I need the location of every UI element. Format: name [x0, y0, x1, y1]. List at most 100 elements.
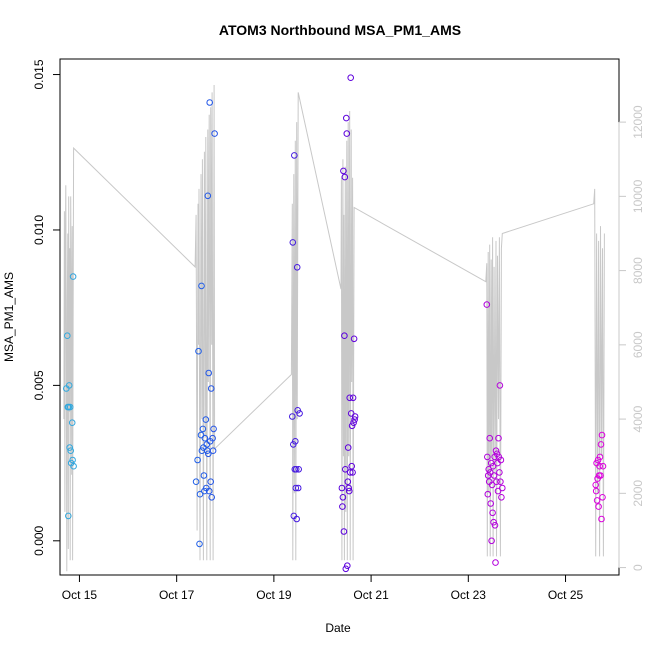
data-point — [592, 481, 600, 489]
data-point — [498, 494, 505, 501]
data-point — [70, 462, 77, 470]
data-point — [596, 462, 603, 470]
data-point — [293, 515, 301, 523]
data-point — [496, 382, 504, 389]
plot-frame — [59, 58, 620, 576]
x-tick-label: Oct 21 — [353, 588, 389, 602]
data-point — [350, 335, 358, 343]
x-tick-label: Oct 17 — [159, 588, 195, 602]
data-point — [489, 462, 497, 470]
data-point — [348, 462, 356, 470]
data-point — [488, 537, 495, 545]
data-point — [196, 490, 204, 498]
data-point — [491, 522, 499, 529]
data-point — [350, 419, 357, 427]
data-point — [68, 419, 76, 427]
x-tick-label: Oct 25 — [548, 588, 584, 602]
data-point — [483, 301, 491, 308]
data-point — [196, 540, 203, 548]
data-point — [342, 565, 350, 573]
data-point — [289, 239, 297, 246]
data-point — [492, 559, 499, 566]
data-point — [490, 472, 498, 479]
data-point — [208, 494, 215, 501]
data-point — [486, 434, 494, 442]
y2-tick-label: 2000 — [631, 480, 645, 507]
secondary-series-line — [63, 84, 605, 572]
data-point — [345, 487, 353, 495]
data-point — [485, 466, 493, 473]
y2-tick-label: 6000 — [631, 331, 645, 358]
data-point — [340, 528, 348, 535]
data-point — [295, 466, 303, 473]
data-point — [195, 347, 202, 355]
data-point — [211, 130, 218, 137]
data-point — [344, 562, 351, 570]
data-point — [209, 447, 217, 455]
data-point — [349, 394, 357, 402]
data-point — [487, 500, 495, 507]
data-point — [339, 503, 346, 510]
data-point — [200, 472, 208, 479]
data-point — [493, 478, 500, 486]
data-point — [344, 444, 352, 451]
y2-tick-label: 4000 — [631, 405, 645, 432]
data-point — [65, 512, 72, 520]
data-point — [497, 456, 505, 464]
y2-tick-label: 10000 — [631, 179, 645, 213]
data-point — [484, 490, 492, 498]
data-point — [64, 332, 71, 340]
data-point — [65, 382, 73, 389]
data-point — [205, 369, 212, 377]
y2-tick-label: 8000 — [631, 257, 645, 284]
data-point — [204, 192, 212, 200]
data-point — [490, 518, 497, 526]
data-point — [69, 273, 77, 280]
data-point — [67, 447, 74, 455]
data-point — [492, 447, 500, 455]
data-point — [343, 114, 350, 122]
data-point — [339, 494, 347, 501]
data-point — [341, 332, 348, 340]
data-point — [595, 503, 602, 510]
data-point — [342, 466, 349, 473]
data-point — [202, 416, 210, 423]
data-point — [596, 453, 604, 461]
data-point — [499, 484, 506, 492]
data-point — [293, 264, 301, 271]
x-tick-label: Oct 15 — [62, 588, 98, 602]
data-point — [199, 425, 207, 433]
y-tick-label: 0.000 — [32, 525, 46, 555]
data-point — [597, 472, 604, 479]
axes-layer: Oct 15 Oct 17 Oct 19 Oct 21 Oct 23 Oct 25 0.00… — [32, 59, 645, 602]
data-point — [294, 484, 302, 492]
data-point — [598, 431, 606, 439]
data-point — [66, 444, 73, 451]
y2-tick-label: 12000 — [631, 105, 645, 139]
data-point — [289, 413, 296, 420]
secondary-line-layer — [63, 84, 605, 572]
data-point — [489, 509, 496, 517]
data-point — [351, 416, 358, 423]
data-point — [347, 74, 355, 81]
data-point — [207, 478, 214, 486]
data-point — [207, 385, 215, 392]
data-point — [292, 466, 300, 473]
data-point — [344, 478, 352, 486]
data-point — [349, 469, 356, 476]
data-point — [198, 282, 205, 290]
data-point — [341, 173, 349, 181]
data-point — [348, 422, 356, 430]
data-point — [205, 487, 213, 495]
data-point — [495, 434, 502, 442]
data-point — [346, 469, 354, 476]
data-point — [592, 487, 600, 495]
data-point — [292, 484, 300, 492]
points-layer — [63, 74, 607, 573]
data-point — [597, 441, 605, 448]
data-point — [210, 425, 217, 433]
data-point — [201, 434, 209, 442]
data-point — [599, 462, 607, 470]
x-axis-title: Date — [325, 621, 351, 635]
